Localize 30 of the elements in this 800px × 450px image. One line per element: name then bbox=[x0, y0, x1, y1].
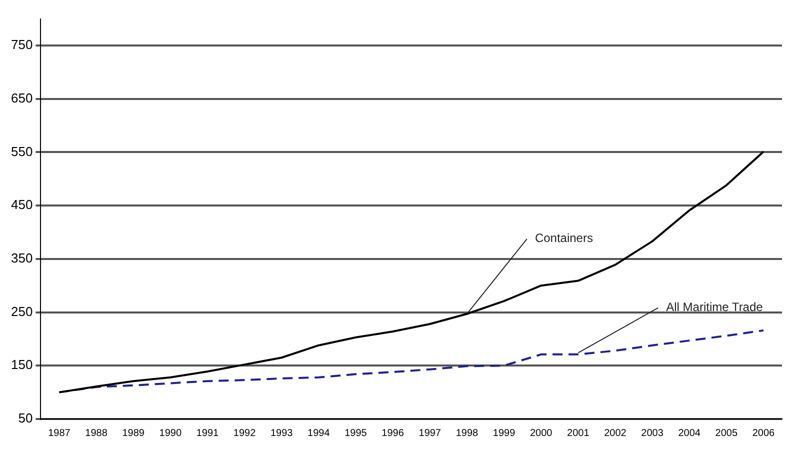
x-tick-label: 2004 bbox=[678, 428, 701, 439]
x-tick-label: 1995 bbox=[344, 428, 368, 439]
annotation: All Maritime Trade bbox=[666, 300, 764, 314]
y-tick-label: 450 bbox=[10, 197, 33, 212]
annotation: Containers bbox=[534, 231, 593, 246]
x-tick-label: 1990 bbox=[159, 428, 182, 439]
x-tick-label: 1988 bbox=[85, 428, 108, 439]
y-tick-label: 50 bbox=[18, 410, 33, 426]
x-tick-label: 2006 bbox=[752, 428, 776, 439]
y-tick-label: 550 bbox=[10, 144, 33, 159]
x-tick-label: 2003 bbox=[641, 428, 664, 439]
x-tick-label: 1991 bbox=[196, 428, 220, 439]
x-tick-label: 1994 bbox=[308, 428, 330, 439]
x-tick-label: 2002 bbox=[604, 428, 627, 439]
x-tick-label: 1993 bbox=[270, 428, 294, 439]
x-tick-label: 2001 bbox=[567, 428, 590, 439]
x-tick-label: 1999 bbox=[492, 428, 516, 439]
x-tick-label: 1997 bbox=[418, 428, 442, 439]
x-tick-label: 1989 bbox=[122, 428, 145, 439]
y-tick-label: 750 bbox=[10, 37, 33, 52]
y-tick-label: 150 bbox=[10, 357, 33, 372]
x-tick-label: 1996 bbox=[382, 428, 404, 439]
x-tick-label: 1987 bbox=[48, 428, 71, 439]
y-tick-label: 650 bbox=[10, 90, 33, 106]
x-tick-label: 1998 bbox=[456, 428, 479, 439]
x-tick-label: 2000 bbox=[530, 428, 553, 439]
y-tick-label: 250 bbox=[10, 304, 33, 319]
x-tick-label: 2005 bbox=[715, 428, 738, 439]
y-tick-label: 350 bbox=[10, 250, 33, 266]
x-tick-label: 1992 bbox=[233, 428, 256, 439]
